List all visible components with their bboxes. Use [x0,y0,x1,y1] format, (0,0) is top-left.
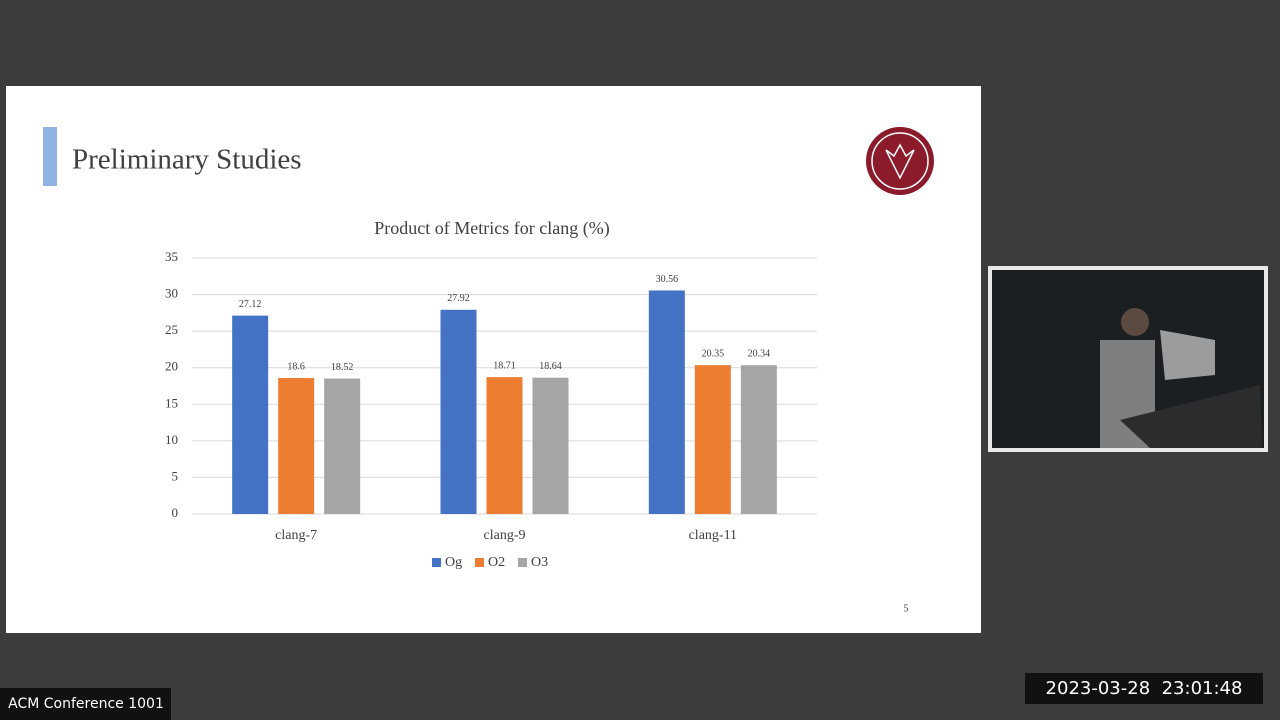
data-label: 30.56 [656,274,679,285]
chart-title: Product of Metrics for clang (%) [374,218,609,239]
y-tick-label: 35 [165,249,178,264]
data-label: 27.92 [447,293,470,304]
legend-label: O3 [531,555,548,570]
legend-swatch [475,558,484,567]
x-tick-label: clang-7 [275,528,317,543]
legend-label: O2 [488,555,505,570]
data-label: 27.12 [239,299,262,310]
y-tick-label: 20 [165,359,178,374]
bar [232,315,269,514]
x-tick-label: clang-9 [484,528,526,543]
logo [866,127,934,195]
y-tick-label: 10 [165,432,178,447]
room-label: ACM Conference 1001 [8,696,164,712]
bar [440,309,477,514]
y-tick-label: 15 [165,395,178,410]
legend-swatch [432,558,441,567]
data-label: 18.52 [331,362,354,373]
x-tick-label: clang-11 [689,528,737,543]
data-label: 18.64 [539,361,562,372]
timestamp: 2023-03-28 23:01:48 [1046,678,1243,699]
bar [486,377,523,514]
bar [278,377,315,514]
data-label: 18.71 [493,360,516,371]
slide [6,86,981,633]
legend-label: Og [445,555,462,570]
bar [324,378,361,514]
legend-swatch [518,558,527,567]
data-label: 18.6 [287,361,305,372]
bar [648,290,685,514]
y-tick-label: 5 [172,468,179,483]
timestamp-box [1025,673,1263,704]
data-label: 20.35 [702,348,725,359]
speaker-video [988,266,1268,452]
y-tick-label: 25 [165,322,178,337]
title-accent [43,127,57,186]
bar [694,365,731,514]
y-tick-label: 0 [172,505,179,520]
page-number: 5 [904,603,909,614]
slide-title: Preliminary Studies [72,144,302,176]
data-label: 20.34 [748,349,771,360]
bar [740,365,777,514]
bar [532,377,569,514]
room-label-box [0,688,171,720]
y-tick-label: 30 [165,286,178,301]
